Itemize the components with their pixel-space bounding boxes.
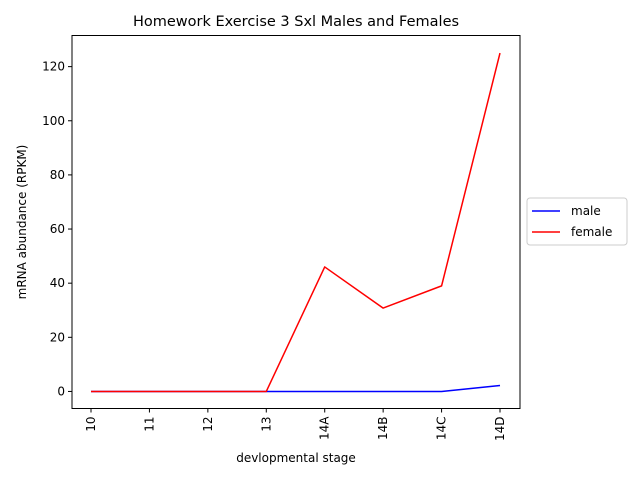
y-tick-label: 40 xyxy=(50,276,65,290)
x-tick-label: 12 xyxy=(201,417,215,432)
legend-box xyxy=(526,197,628,246)
y-tick-label: 0 xyxy=(57,384,65,398)
x-tick-label: 11 xyxy=(142,417,156,432)
series-line-female xyxy=(91,52,501,393)
x-tick-label: 14D xyxy=(493,417,507,442)
y-tick-label: 80 xyxy=(50,168,65,182)
chart-title: Homework Exercise 3 Sxl Males and Female… xyxy=(133,14,459,30)
x-axis-ticks: 10 11 12 13 14A 14B 14C 14D xyxy=(84,408,507,442)
y-tick-label: 100 xyxy=(42,114,65,128)
plot-frame xyxy=(71,35,521,409)
x-axis-label: devlopmental stage xyxy=(236,451,356,465)
legend-label-male: male xyxy=(571,204,601,218)
x-tick-label: 14A xyxy=(318,416,332,440)
y-axis-ticks: 0 20 40 60 80 100 120 xyxy=(42,60,72,398)
y-axis-label: mRNA abundance (RPKM) xyxy=(15,145,29,300)
legend: male female xyxy=(526,197,628,246)
y-tick-label: 20 xyxy=(50,330,65,344)
x-tick-label: 10 xyxy=(84,417,98,432)
x-tick-label: 13 xyxy=(259,417,273,432)
y-tick-label: 60 xyxy=(50,222,65,236)
x-tick-label: 14C xyxy=(435,417,449,441)
y-tick-label: 120 xyxy=(42,60,65,74)
series-lines xyxy=(91,52,501,393)
legend-label-female: female xyxy=(571,225,612,239)
x-tick-label: 14B xyxy=(376,417,390,441)
